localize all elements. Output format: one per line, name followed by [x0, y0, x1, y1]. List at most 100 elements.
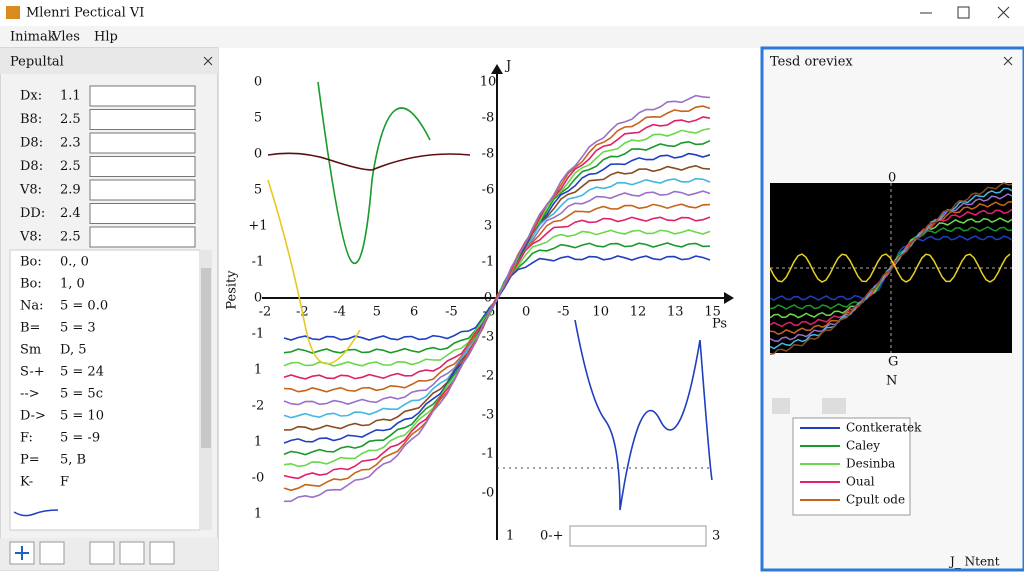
list-label: Bo:: [20, 255, 42, 270]
list-label: D->: [20, 409, 46, 424]
menu-item[interactable]: Hlp: [94, 30, 118, 45]
center-tick-label: -3: [482, 408, 495, 423]
list-value: 5 = -9: [60, 431, 100, 446]
param-label: V8:: [19, 230, 42, 245]
maximize[interactable]: [957, 6, 970, 19]
preview-tool[interactable]: [772, 398, 790, 414]
preview-curve: [769, 253, 1011, 283]
y-arrow: [491, 64, 503, 74]
param-input[interactable]: [89, 109, 196, 130]
list-value: D, 5: [60, 343, 87, 358]
plot-curve: [574, 319, 713, 511]
plot-curve: [267, 152, 471, 171]
list-label: -->: [20, 387, 40, 402]
list-value: 5, B: [60, 453, 86, 468]
preview-tool[interactable]: [822, 398, 846, 414]
plot-curve: [283, 94, 711, 503]
param-input[interactable]: [89, 179, 196, 201]
center-tick-label: -8: [482, 111, 495, 126]
preview-bottom-label: G: [888, 355, 898, 370]
bottom-label: 0-+: [540, 529, 564, 544]
x-tick-label: 5: [373, 305, 381, 320]
param-label: V8:: [19, 183, 42, 198]
menu-item[interactable]: Vles: [51, 30, 80, 45]
dropdown[interactable]: [569, 525, 707, 547]
list-value: F: [60, 475, 69, 490]
edit-button[interactable]: [39, 541, 65, 565]
legend-label: Cpult ode: [846, 493, 905, 507]
param-input[interactable]: [89, 203, 196, 224]
move-button[interactable]: [89, 541, 115, 565]
left-tick-label: 1: [254, 435, 262, 450]
list-value: 5 = 24: [60, 365, 104, 380]
left-tick-label: 5: [254, 111, 262, 126]
left-tick-label: -1: [252, 255, 265, 270]
tool-buttons: [9, 541, 175, 565]
left-tick-label: -2: [252, 399, 265, 414]
x-tick-label: 12: [630, 305, 647, 320]
param-input[interactable]: [89, 156, 196, 177]
x-tick-label: -5: [557, 305, 570, 320]
preview-close[interactable]: [1003, 56, 1013, 66]
x-tick-label: 15: [704, 305, 721, 320]
left-tick-label: 1: [254, 507, 262, 522]
center-tick-label: -3: [482, 330, 495, 345]
bottom-label: 1: [506, 529, 514, 544]
plus-icon: [15, 546, 29, 560]
menu-item[interactable]: Inimak: [10, 30, 56, 45]
left-tick-label: -1: [252, 327, 265, 342]
param-input[interactable]: [89, 132, 196, 154]
app-icon: [6, 6, 20, 19]
mini-sparkline: [13, 509, 59, 517]
list-label: B=: [20, 321, 40, 336]
center-tick-label: -0: [482, 486, 495, 501]
legend-label: Desinba: [846, 457, 895, 471]
panel-close[interactable]: [203, 56, 213, 66]
legend-label: Caley: [846, 439, 880, 453]
window-title: Mlenri Pectical VI: [26, 6, 144, 21]
center-tick-label: -1: [482, 447, 495, 462]
list-value: 0., 0: [60, 255, 89, 270]
param-value: 2.3: [60, 136, 81, 151]
param-label: B8:: [20, 112, 42, 127]
list-label: S-+: [20, 365, 45, 380]
list-label: P=: [20, 453, 40, 468]
param-label: DD:: [20, 206, 45, 221]
x-tick-label: 0: [522, 305, 530, 320]
list-button[interactable]: [119, 541, 145, 565]
center-tick-label: -6: [482, 183, 495, 198]
param-label: Dx:: [20, 89, 42, 104]
list-value: 1, 0: [60, 277, 85, 292]
x-tick-label: -2: [259, 305, 272, 320]
param-input[interactable]: [89, 226, 196, 248]
param-input[interactable]: [89, 85, 196, 107]
left-panel-title: Pepultal: [10, 55, 64, 70]
top-label: J: [504, 59, 511, 74]
list-value: 5 = 0.0: [60, 299, 108, 314]
settings-button[interactable]: [149, 541, 175, 565]
list-value: 5 = 5c: [60, 387, 103, 402]
preview-bottom-label: N: [886, 374, 897, 389]
preview-curve: [769, 182, 1013, 356]
list-label: Na:: [20, 299, 44, 314]
preview-curve: [769, 200, 1013, 336]
left-tick-label: 0: [254, 75, 262, 90]
list-label: Bo:: [20, 277, 42, 292]
param-label: D8:: [20, 136, 43, 151]
center-tick-label: -8: [482, 147, 495, 162]
center-tick-label: 10: [480, 75, 497, 90]
left-tick-label: 5: [254, 183, 262, 198]
legend-label: Contkeratek: [846, 421, 922, 435]
close[interactable]: [997, 6, 1010, 19]
x-arrow: [724, 292, 734, 304]
left-tick-label: 0: [254, 291, 262, 306]
y-axis-label: Pesity: [225, 270, 240, 310]
x-tick-label: 10: [592, 305, 609, 320]
center-tick-label: 0: [484, 291, 492, 306]
scroll-thumb[interactable]: [201, 268, 211, 448]
list-label: K-: [20, 475, 33, 490]
param-value: 2.5: [60, 230, 81, 245]
list-label: Sm: [20, 343, 41, 358]
x-tick-label: 6: [410, 305, 418, 320]
